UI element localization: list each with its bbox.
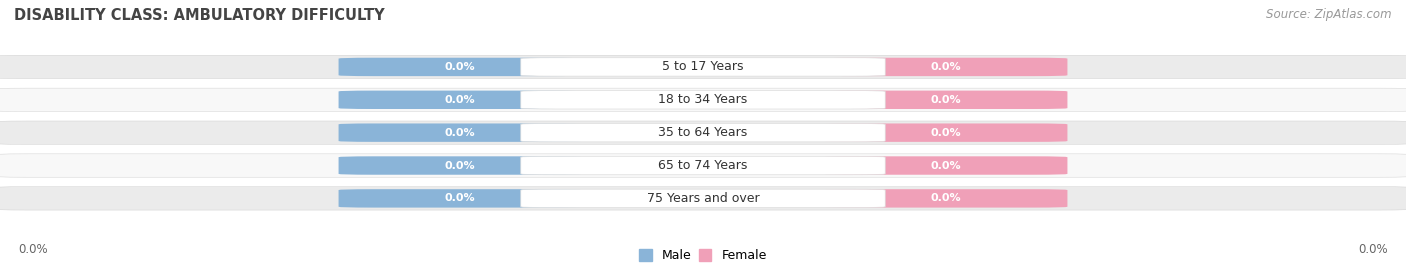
Text: 75 Years and over: 75 Years and over [647, 192, 759, 205]
FancyBboxPatch shape [520, 124, 886, 142]
FancyBboxPatch shape [520, 189, 886, 208]
FancyBboxPatch shape [339, 58, 582, 76]
FancyBboxPatch shape [520, 58, 886, 76]
Text: Source: ZipAtlas.com: Source: ZipAtlas.com [1267, 8, 1392, 21]
FancyBboxPatch shape [0, 121, 1406, 144]
FancyBboxPatch shape [824, 124, 1067, 142]
Text: DISABILITY CLASS: AMBULATORY DIFFICULTY: DISABILITY CLASS: AMBULATORY DIFFICULTY [14, 8, 385, 23]
Text: 65 to 74 Years: 65 to 74 Years [658, 159, 748, 172]
FancyBboxPatch shape [824, 156, 1067, 175]
Text: 0.0%: 0.0% [444, 161, 475, 170]
FancyBboxPatch shape [0, 187, 1406, 210]
Text: 0.0%: 0.0% [931, 95, 962, 105]
FancyBboxPatch shape [824, 58, 1067, 76]
FancyBboxPatch shape [339, 156, 582, 175]
Text: 18 to 34 Years: 18 to 34 Years [658, 93, 748, 106]
FancyBboxPatch shape [824, 91, 1067, 109]
FancyBboxPatch shape [520, 156, 886, 175]
FancyBboxPatch shape [824, 189, 1067, 208]
Text: 0.0%: 0.0% [931, 128, 962, 138]
FancyBboxPatch shape [339, 189, 582, 208]
Text: 35 to 64 Years: 35 to 64 Years [658, 126, 748, 139]
FancyBboxPatch shape [339, 91, 582, 109]
Text: 5 to 17 Years: 5 to 17 Years [662, 60, 744, 73]
Text: 0.0%: 0.0% [444, 128, 475, 138]
Text: 0.0%: 0.0% [1358, 243, 1388, 256]
FancyBboxPatch shape [0, 88, 1406, 111]
Text: 0.0%: 0.0% [444, 95, 475, 105]
Legend: Male, Female: Male, Female [640, 249, 766, 262]
FancyBboxPatch shape [520, 91, 886, 109]
Text: 0.0%: 0.0% [931, 193, 962, 203]
Text: 0.0%: 0.0% [18, 243, 48, 256]
FancyBboxPatch shape [0, 55, 1406, 79]
FancyBboxPatch shape [339, 124, 582, 142]
FancyBboxPatch shape [0, 154, 1406, 177]
Text: 0.0%: 0.0% [444, 193, 475, 203]
Text: 0.0%: 0.0% [931, 62, 962, 72]
Text: 0.0%: 0.0% [444, 62, 475, 72]
Text: 0.0%: 0.0% [931, 161, 962, 170]
